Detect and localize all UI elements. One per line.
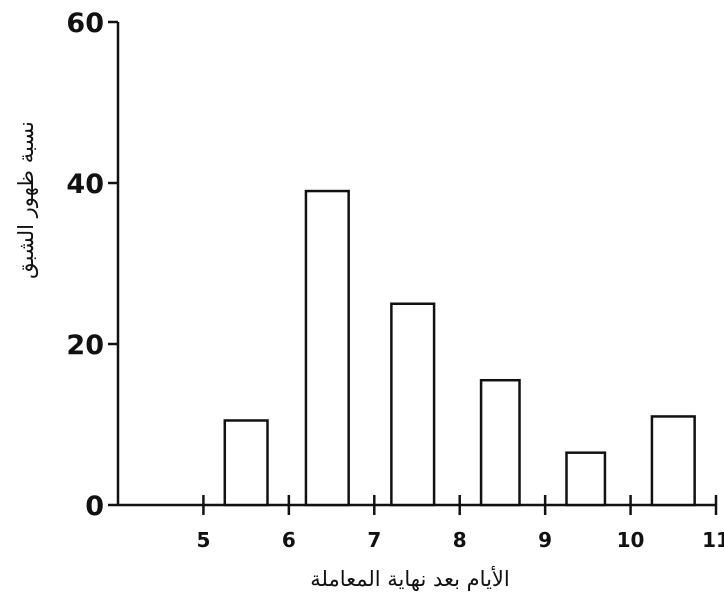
x-tick-label-9: 9: [538, 528, 552, 552]
x-axis-label: الأيام بعد نهاية المعاملة: [310, 565, 509, 592]
bar-1: [223, 419, 269, 507]
y-tick-label-20: 20: [66, 330, 104, 361]
x-tick-label-8: 8: [453, 528, 467, 552]
bar-2: [304, 189, 350, 507]
bar-5: [565, 451, 607, 507]
x-tick-label-11: 11: [702, 528, 724, 552]
bars: [223, 189, 696, 507]
x-ticks: 5 6 7 8 9 10 11: [196, 495, 724, 552]
y-ticks: 0 20 40 60: [66, 8, 118, 522]
x-tick-label-5: 5: [196, 528, 210, 552]
bar-4: [479, 378, 521, 507]
y-tick-label-60: 60: [66, 8, 104, 39]
y-tick-label-0: 0: [85, 491, 104, 522]
x-tick-label-6: 6: [282, 528, 296, 552]
x-tick-label-7: 7: [367, 528, 381, 552]
y-axis-label: نسبة ظهور الشبق: [14, 121, 39, 279]
x-tick-label-10: 10: [617, 528, 645, 552]
y-tick-label-40: 40: [66, 169, 104, 200]
bar-6: [650, 415, 696, 507]
bar-3: [390, 302, 436, 507]
